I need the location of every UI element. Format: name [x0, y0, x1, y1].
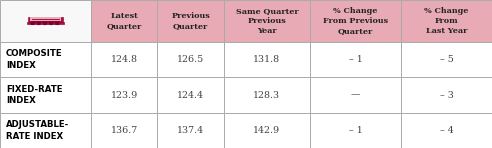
Bar: [310, 77, 401, 113]
Text: – 1: – 1: [349, 126, 362, 135]
Text: % Change
From
Last Year: % Change From Last Year: [424, 7, 469, 36]
Bar: [91, 0, 157, 42]
Bar: [0, 113, 91, 148]
Text: 128.3: 128.3: [253, 91, 280, 100]
Bar: [401, 113, 492, 148]
Text: 123.9: 123.9: [111, 91, 138, 100]
Text: 142.9: 142.9: [253, 126, 280, 135]
Text: ADJUSTABLE-
RATE INDEX: ADJUSTABLE- RATE INDEX: [6, 120, 69, 141]
Circle shape: [37, 22, 40, 23]
Bar: [401, 42, 492, 77]
Bar: [224, 113, 310, 148]
Text: 136.7: 136.7: [111, 126, 138, 135]
Bar: [157, 42, 224, 77]
Bar: [157, 77, 224, 113]
Bar: [91, 77, 157, 113]
Text: Latest
Quarter: Latest Quarter: [107, 12, 142, 30]
Bar: [30, 17, 61, 21]
Text: – 1: – 1: [349, 55, 362, 64]
Text: – 3: – 3: [439, 91, 454, 100]
Text: 131.8: 131.8: [253, 55, 280, 64]
Text: Previous
Quarter: Previous Quarter: [171, 12, 210, 30]
Bar: [401, 0, 492, 42]
Bar: [157, 113, 224, 148]
Bar: [0, 0, 91, 42]
Circle shape: [31, 22, 34, 23]
Bar: [28, 17, 63, 22]
Bar: [224, 42, 310, 77]
Text: 124.8: 124.8: [111, 55, 138, 64]
Text: 137.4: 137.4: [177, 126, 204, 135]
Circle shape: [50, 22, 53, 23]
Text: FIXED-RATE
INDEX: FIXED-RATE INDEX: [6, 85, 62, 106]
Text: 124.4: 124.4: [177, 91, 204, 100]
Bar: [91, 113, 157, 148]
Bar: [310, 42, 401, 77]
Text: COMPOSITE
INDEX: COMPOSITE INDEX: [6, 49, 62, 70]
Text: —: —: [351, 91, 360, 100]
Text: – 5: – 5: [439, 55, 454, 64]
Text: Same Quarter
Previous
Year: Same Quarter Previous Year: [236, 7, 298, 36]
Bar: [91, 42, 157, 77]
Bar: [224, 0, 310, 42]
Bar: [27, 22, 64, 24]
Bar: [0, 77, 91, 113]
Text: % Change
From Previous
Quarter: % Change From Previous Quarter: [323, 7, 388, 36]
Bar: [401, 77, 492, 113]
Bar: [0, 42, 91, 77]
Circle shape: [56, 22, 59, 23]
Text: 126.5: 126.5: [177, 55, 204, 64]
Text: – 4: – 4: [440, 126, 453, 135]
Bar: [224, 77, 310, 113]
Bar: [157, 0, 224, 42]
Bar: [310, 0, 401, 42]
Circle shape: [43, 22, 46, 23]
Bar: [310, 113, 401, 148]
